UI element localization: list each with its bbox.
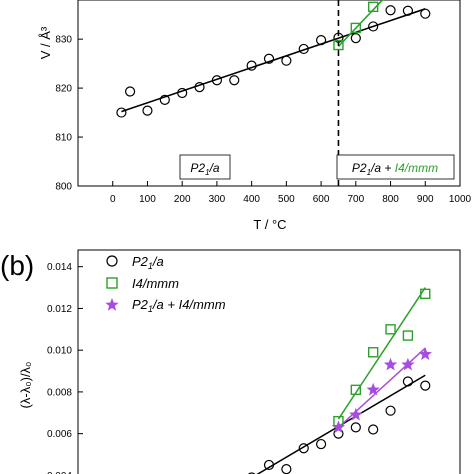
legend-label-2: I4/mmm bbox=[132, 276, 179, 291]
data-point bbox=[368, 21, 379, 32]
x-tick-label: 600 bbox=[313, 194, 330, 205]
legend-label-1: P21/a bbox=[132, 254, 164, 271]
region-label-box-1 bbox=[179, 154, 231, 180]
data-point bbox=[333, 39, 344, 51]
data-point bbox=[420, 380, 431, 391]
legend-label-3: P21/a + I4/mmm bbox=[132, 297, 226, 314]
legend-item-i4mmm: I4/mmm bbox=[106, 276, 179, 291]
legend-marker-circle bbox=[106, 255, 118, 267]
legend-marker-square bbox=[106, 277, 118, 289]
y-tick-label: 800 bbox=[55, 182, 72, 193]
data-point bbox=[418, 347, 432, 360]
data-point bbox=[368, 424, 379, 435]
y-tick-label: 820 bbox=[55, 84, 72, 95]
data-point bbox=[350, 22, 362, 34]
data-point bbox=[385, 324, 396, 335]
data-point bbox=[402, 330, 414, 341]
region-label-1: P21/a bbox=[190, 161, 219, 177]
y-tick-label: 0.004 bbox=[47, 471, 72, 474]
y-tick-label: 0.010 bbox=[47, 346, 72, 357]
panel-a-x-axis-label: T / °C bbox=[253, 217, 286, 232]
y-tick-label: 0.012 bbox=[47, 304, 72, 315]
data-point bbox=[281, 55, 292, 66]
panel-b-y-axis-label: (λ-λ₀)/λ₀ bbox=[18, 362, 33, 409]
data-point bbox=[124, 86, 136, 97]
x-tick-label: 900 bbox=[417, 194, 434, 205]
data-point bbox=[177, 87, 188, 99]
data-point bbox=[366, 382, 380, 396]
y-tick-label: 0.006 bbox=[47, 429, 72, 440]
data-point bbox=[420, 8, 431, 19]
panel-b-fit-lines bbox=[256, 287, 426, 474]
data-point bbox=[298, 43, 309, 55]
fit-line bbox=[256, 374, 426, 474]
y-tick-label: 830 bbox=[55, 35, 72, 46]
data-point bbox=[349, 407, 363, 421]
panel-b-label: (b) bbox=[0, 250, 34, 281]
region-label-2: P21/a + I4/mmm bbox=[352, 161, 438, 177]
x-tick-label: 100 bbox=[139, 194, 156, 205]
fit-line bbox=[337, 0, 384, 48]
data-point bbox=[420, 288, 431, 300]
x-tick-label: 700 bbox=[347, 194, 364, 205]
data-point bbox=[385, 5, 396, 16]
data-point bbox=[211, 75, 223, 86]
y-tick-label: 810 bbox=[55, 133, 72, 144]
y-tick-label: 0.008 bbox=[47, 387, 72, 398]
data-point bbox=[350, 422, 361, 433]
data-point bbox=[401, 357, 415, 371]
data-point bbox=[194, 82, 205, 93]
data-point bbox=[315, 438, 327, 450]
panel-b-plot-frame bbox=[77, 249, 461, 474]
region-label-box-2 bbox=[336, 154, 455, 180]
data-point bbox=[350, 384, 362, 396]
panel-a-x-ticks: 0 100 200 300 400 500 600 700 800 900 1000 bbox=[110, 181, 472, 205]
panel-b-data-points bbox=[247, 288, 432, 474]
x-tick-label: 200 bbox=[174, 194, 191, 205]
y-tick-label: 0.014 bbox=[47, 262, 72, 273]
legend-item-mixed: P21/a + I4/mmm bbox=[105, 297, 226, 314]
data-point bbox=[246, 60, 257, 71]
data-point bbox=[383, 357, 398, 371]
x-tick-label: 500 bbox=[278, 194, 295, 205]
data-point bbox=[385, 405, 396, 416]
legend-item-p21a: P21/a bbox=[106, 254, 164, 271]
data-point bbox=[402, 376, 414, 387]
data-point bbox=[402, 5, 414, 16]
panel-a-y-axis-label: V / Å³ bbox=[38, 26, 53, 59]
data-point bbox=[281, 464, 292, 474]
fit-line bbox=[337, 287, 426, 420]
data-point bbox=[367, 347, 379, 358]
x-tick-label: 0 bbox=[110, 194, 116, 205]
panel-a-fit-lines bbox=[121, 0, 426, 113]
data-point bbox=[315, 35, 327, 46]
panel-b-legend: P21/a I4/mmm P21/a + I4/mmm bbox=[105, 254, 226, 314]
data-point bbox=[263, 459, 275, 471]
data-point bbox=[333, 32, 344, 43]
panel-a-y-ticks: 800 810 820 830 bbox=[55, 35, 83, 193]
data-point bbox=[350, 33, 361, 44]
x-tick-label: 1000 bbox=[449, 194, 472, 205]
panel-b-y-ticks: 0.004 0.006 0.008 0.010 0.012 0.014 bbox=[47, 262, 83, 474]
x-tick-label: 300 bbox=[209, 194, 226, 205]
data-point bbox=[116, 107, 127, 118]
x-tick-label: 400 bbox=[243, 194, 260, 205]
panel-b: (b) 0.004 0.006 0.008 0.010 0.012 0.014 (λ-λ₀… bbox=[0, 249, 461, 474]
x-tick-label: 800 bbox=[382, 194, 399, 205]
data-point bbox=[142, 105, 153, 116]
data-point bbox=[298, 443, 309, 454]
data-point bbox=[367, 1, 379, 13]
data-point bbox=[159, 94, 170, 105]
data-point bbox=[229, 75, 240, 86]
legend-marker-star bbox=[105, 298, 119, 311]
panel-a-data-points bbox=[116, 1, 431, 118]
data-point bbox=[247, 472, 256, 474]
data-point bbox=[331, 420, 346, 434]
panel-a: 0 100 200 300 400 500 600 700 800 900 1000 8008108… bbox=[38, 0, 472, 232]
data-point bbox=[263, 53, 275, 64]
panel-a-plot-frame bbox=[77, 0, 461, 187]
